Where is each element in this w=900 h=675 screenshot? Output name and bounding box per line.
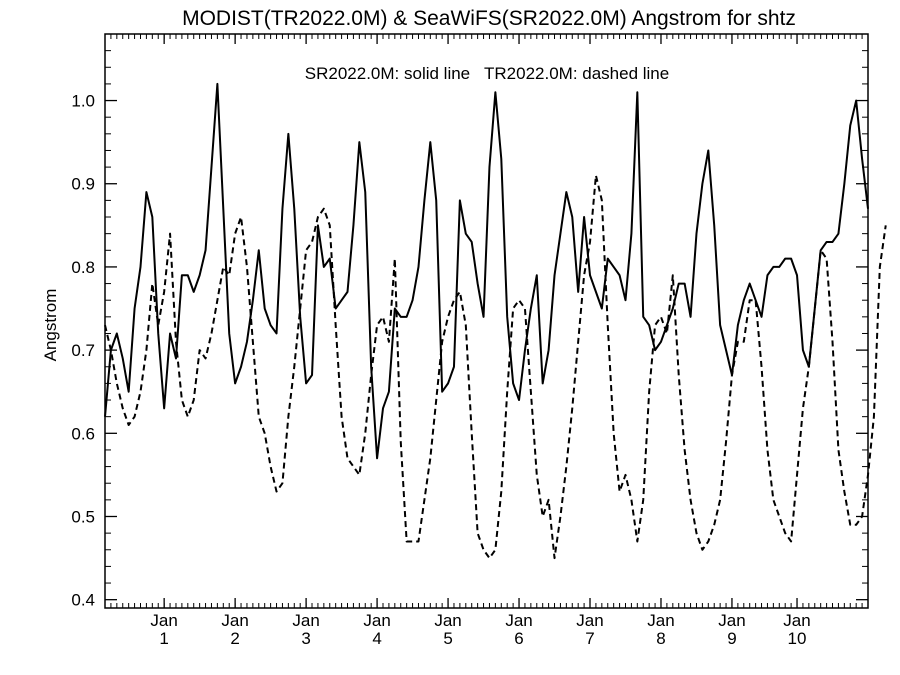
chart-title: MODIST(TR2022.0M) & SeaWiFS(SR2022.0M) A… [182,7,796,30]
x-tick-month-label: Jan [292,611,319,630]
y-tick-label: 0.6 [71,424,95,443]
plot-frame [104,33,869,609]
x-tick-year-label: 6 [514,629,523,648]
x-tick-year-label: 7 [585,629,594,648]
y-axis-label: Angstrom [41,289,60,362]
series-line-sr2022-0m [104,82,869,460]
x-tick-year-label: 2 [230,629,239,648]
x-tick-month-label: Jan [647,611,674,630]
y-tick-label: 0.9 [71,175,95,194]
x-tick-year-label: 9 [727,629,736,648]
y-tick-label: 0.8 [71,258,95,277]
x-tick-year-label: 4 [372,629,381,648]
x-tick-year-label: 1 [159,629,168,648]
x-tick-year-label: 10 [788,629,807,648]
x-tick-month-label: Jan [505,611,532,630]
y-tick-label: 1.0 [71,92,95,111]
x-tick-month-label: Jan [150,611,177,630]
x-tick-month-label: Jan [363,611,390,630]
x-tick-month-label: Jan [718,611,745,630]
y-tick-label: 0.4 [71,591,95,610]
y-tick-label: 0.5 [71,507,95,526]
y-tick-label: 0.7 [71,341,95,360]
x-tick-month-label: Jan [434,611,461,630]
axis-ticks: 0.40.50.60.70.80.91.0Jan1Jan2Jan3Jan4Jan… [71,33,868,648]
x-tick-month-label: Jan [221,611,248,630]
series-line-tr2022-0m [104,174,887,560]
x-tick-year-label: 3 [301,629,310,648]
x-tick-year-label: 8 [656,629,665,648]
x-tick-month-label: Jan [783,611,810,630]
x-tick-year-label: 5 [443,629,452,648]
x-tick-month-label: Jan [576,611,603,630]
series-layer [104,82,887,560]
chart-annotation: SR2022.0M: solid line TR2022.0M: dashed … [305,64,669,83]
